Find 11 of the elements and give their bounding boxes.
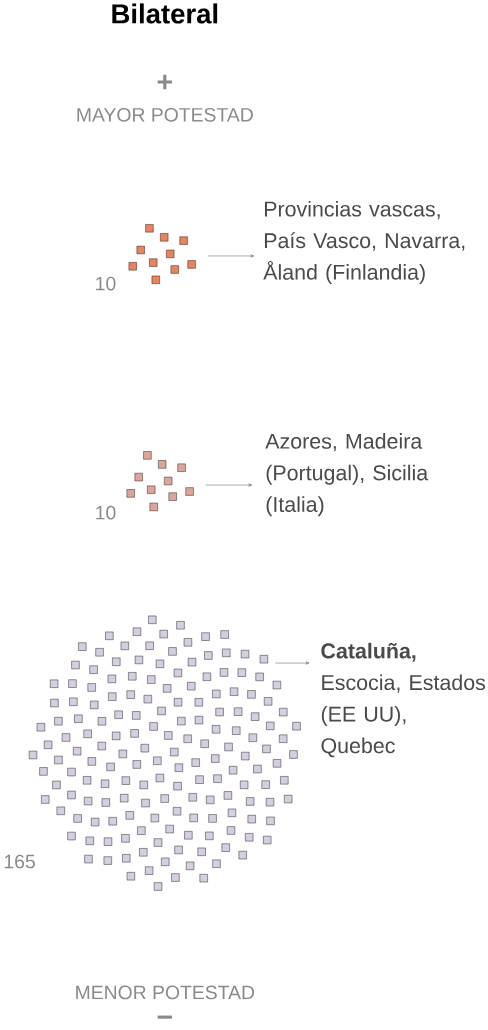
data-label: 10 [96, 505, 116, 520]
category-label: Cataluña, Escocia, Estados (EE UU), Quebec [321, 642, 485, 758]
category-label: Provincias vascas, País Vasco, Navarra, Åland (Finlandia) [263, 200, 465, 285]
text: Bilateral [112, 3, 218, 24]
text: MENOR POTESTAD [76, 985, 254, 1000]
data-label: 165 [4, 854, 35, 869]
text: + [157, 74, 172, 90]
text: MAYOR POTESTAD [77, 107, 253, 122]
text: − [157, 1015, 172, 1019]
data-label: 10 [96, 276, 116, 291]
category-label: Azores, Madeira (Portugal), Sicilia (Italia) [265, 433, 429, 517]
